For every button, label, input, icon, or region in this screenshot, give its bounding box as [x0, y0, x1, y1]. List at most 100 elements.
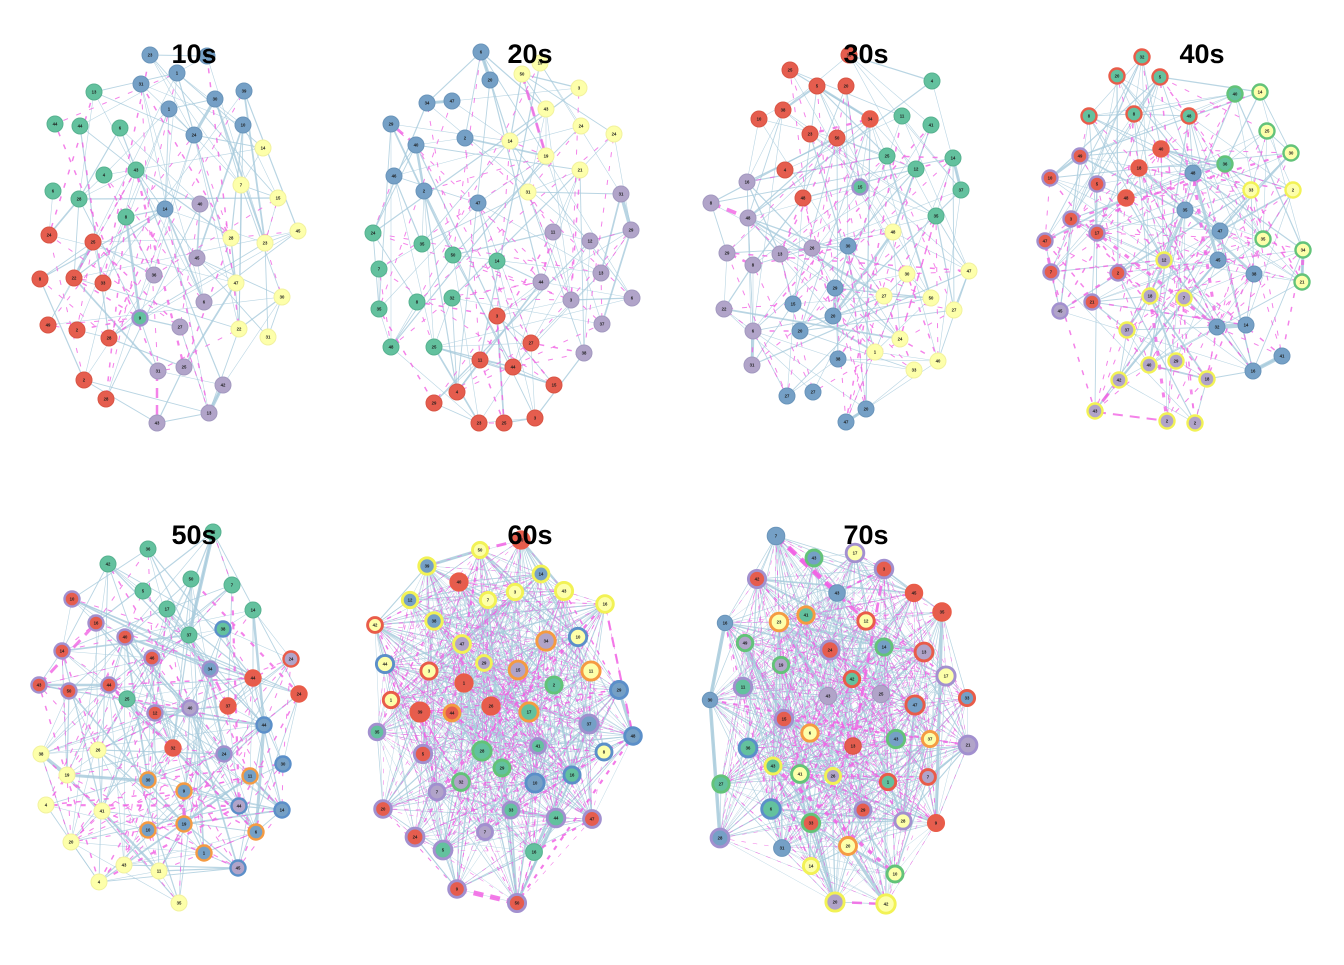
- svg-text:3: 3: [428, 669, 431, 674]
- svg-text:2: 2: [1117, 271, 1120, 276]
- svg-text:30: 30: [846, 244, 851, 249]
- svg-text:24: 24: [579, 124, 584, 129]
- svg-text:44: 44: [53, 122, 58, 127]
- svg-text:13: 13: [778, 252, 783, 257]
- svg-text:10: 10: [70, 597, 75, 602]
- svg-text:2: 2: [83, 378, 86, 383]
- svg-text:43: 43: [771, 764, 776, 769]
- svg-text:18: 18: [1137, 166, 1142, 171]
- svg-text:17: 17: [527, 710, 532, 715]
- svg-text:48: 48: [1191, 171, 1196, 176]
- svg-text:16: 16: [532, 850, 537, 855]
- svg-text:29: 29: [500, 766, 505, 771]
- svg-text:44: 44: [237, 804, 242, 809]
- svg-text:36: 36: [152, 273, 157, 278]
- svg-text:5: 5: [142, 589, 145, 594]
- svg-text:15: 15: [782, 717, 787, 722]
- svg-text:20: 20: [798, 329, 803, 334]
- svg-text:14: 14: [882, 645, 887, 650]
- svg-text:32: 32: [450, 296, 455, 301]
- svg-text:8: 8: [1088, 114, 1091, 119]
- svg-text:11: 11: [478, 358, 483, 363]
- svg-text:44: 44: [554, 816, 559, 821]
- svg-text:45: 45: [1058, 309, 1063, 314]
- svg-text:40: 40: [1159, 147, 1164, 152]
- svg-text:26: 26: [489, 704, 494, 709]
- svg-text:46: 46: [150, 656, 155, 661]
- svg-text:26: 26: [831, 774, 836, 779]
- svg-text:38: 38: [1252, 272, 1257, 277]
- svg-text:48: 48: [389, 345, 394, 350]
- svg-text:41: 41: [1280, 354, 1285, 359]
- svg-text:45: 45: [296, 229, 301, 234]
- svg-text:33: 33: [809, 821, 814, 826]
- svg-text:30: 30: [905, 272, 910, 277]
- svg-text:27: 27: [719, 782, 724, 787]
- svg-text:50s: 50s: [171, 520, 216, 550]
- svg-text:7: 7: [1183, 296, 1186, 301]
- svg-text:8: 8: [125, 215, 128, 220]
- svg-text:48: 48: [746, 216, 751, 221]
- svg-text:31: 31: [266, 335, 271, 340]
- svg-text:30: 30: [213, 97, 218, 102]
- svg-text:6: 6: [480, 50, 483, 55]
- svg-text:3: 3: [883, 567, 886, 572]
- svg-text:50: 50: [67, 689, 72, 694]
- svg-text:3: 3: [1070, 217, 1073, 222]
- svg-text:39: 39: [418, 710, 423, 715]
- svg-text:1: 1: [463, 681, 466, 686]
- svg-text:39: 39: [425, 564, 430, 569]
- svg-text:24: 24: [47, 233, 52, 238]
- svg-text:12: 12: [1162, 258, 1167, 263]
- svg-text:34: 34: [425, 101, 430, 106]
- svg-text:29: 29: [725, 251, 730, 256]
- svg-text:20: 20: [844, 84, 849, 89]
- svg-text:23: 23: [808, 132, 813, 137]
- svg-text:9: 9: [935, 821, 938, 826]
- svg-text:43: 43: [155, 421, 160, 426]
- svg-text:20: 20: [488, 78, 493, 83]
- svg-text:4: 4: [103, 173, 106, 178]
- svg-text:8: 8: [416, 300, 419, 305]
- svg-text:49: 49: [743, 641, 748, 646]
- svg-text:37: 37: [1125, 328, 1130, 333]
- svg-text:19: 19: [544, 154, 549, 159]
- svg-text:34: 34: [868, 117, 873, 122]
- svg-text:29: 29: [617, 688, 622, 693]
- svg-text:4: 4: [45, 803, 48, 808]
- svg-text:41: 41: [929, 123, 934, 128]
- svg-text:37: 37: [959, 188, 964, 193]
- svg-text:15: 15: [552, 383, 557, 388]
- svg-text:14: 14: [1258, 90, 1263, 95]
- svg-text:14: 14: [508, 139, 513, 144]
- svg-text:28: 28: [229, 236, 234, 241]
- svg-text:20s: 20s: [507, 39, 552, 69]
- svg-text:13: 13: [92, 90, 97, 95]
- svg-text:4: 4: [931, 79, 934, 84]
- svg-text:4: 4: [98, 880, 101, 885]
- svg-text:44: 44: [450, 711, 455, 716]
- svg-text:11: 11: [248, 774, 253, 779]
- svg-text:24: 24: [371, 231, 376, 236]
- svg-text:24: 24: [297, 692, 302, 697]
- svg-text:44: 44: [262, 723, 267, 728]
- svg-text:21: 21: [578, 168, 583, 173]
- svg-text:3: 3: [534, 416, 537, 421]
- svg-text:6: 6: [203, 300, 206, 305]
- svg-text:24: 24: [898, 337, 903, 342]
- svg-text:6: 6: [119, 126, 122, 131]
- svg-text:43: 43: [1093, 409, 1098, 414]
- svg-text:10: 10: [576, 635, 581, 640]
- svg-text:30s: 30s: [843, 39, 888, 69]
- svg-text:14: 14: [163, 207, 168, 212]
- svg-text:2: 2: [1194, 421, 1197, 426]
- svg-text:19: 19: [182, 822, 187, 827]
- svg-text:42: 42: [373, 623, 378, 628]
- svg-text:43: 43: [826, 694, 831, 699]
- svg-text:25: 25: [432, 345, 437, 350]
- svg-text:60s: 60s: [507, 520, 552, 550]
- svg-text:48: 48: [631, 734, 636, 739]
- svg-text:8: 8: [603, 750, 606, 755]
- svg-text:38: 38: [582, 351, 587, 356]
- svg-text:1: 1: [390, 698, 393, 703]
